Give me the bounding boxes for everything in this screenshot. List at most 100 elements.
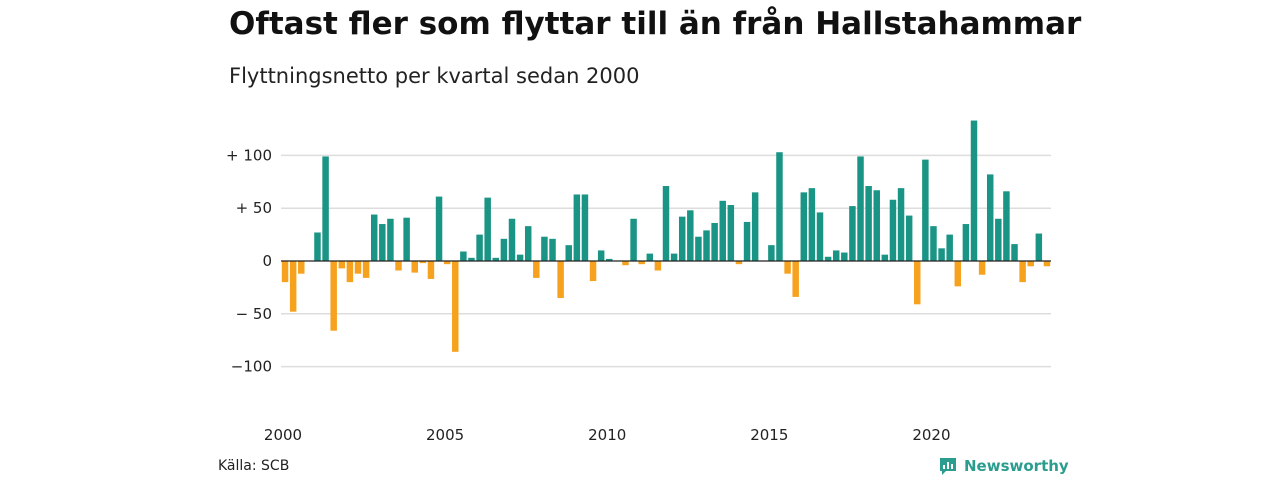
bar <box>816 212 824 261</box>
bar <box>784 261 791 274</box>
bar <box>970 120 978 261</box>
bar <box>484 197 491 261</box>
bar <box>638 261 645 265</box>
bar <box>630 218 637 261</box>
bar <box>832 250 840 261</box>
bar <box>557 261 564 298</box>
bar <box>330 261 337 331</box>
bar <box>662 186 670 261</box>
y-tick-label: −100 <box>231 358 272 376</box>
bar <box>403 217 410 261</box>
bar <box>687 210 694 261</box>
bar <box>597 250 605 261</box>
bar <box>541 236 548 261</box>
bar <box>1019 261 1026 283</box>
bar <box>865 186 872 261</box>
bar <box>646 253 654 261</box>
bar <box>1043 261 1051 267</box>
bar <box>460 251 467 261</box>
bar <box>362 261 370 278</box>
bar <box>573 194 581 261</box>
bar <box>468 257 475 261</box>
bar <box>727 205 735 261</box>
bar <box>711 222 718 261</box>
bar <box>338 261 346 269</box>
bar <box>322 156 329 261</box>
bar <box>905 215 913 261</box>
brand-name: Newsworthy <box>964 457 1069 475</box>
bar <box>452 261 459 352</box>
bar <box>751 192 759 261</box>
bar <box>824 256 832 261</box>
bar <box>549 238 556 261</box>
bar <box>387 218 394 261</box>
bar <box>379 224 386 261</box>
bar <box>298 261 305 274</box>
bar <box>443 261 451 265</box>
y-tick-label: 0 <box>262 252 272 270</box>
bar <box>654 261 662 271</box>
bar <box>622 261 629 266</box>
bar <box>516 254 524 261</box>
x-tick-label: 2010 <box>588 426 626 444</box>
bar <box>922 159 929 261</box>
bar <box>1003 191 1010 261</box>
bars <box>281 120 1051 352</box>
bar <box>314 232 321 261</box>
bar <box>841 252 848 261</box>
bar <box>695 236 702 261</box>
bar <box>565 245 572 261</box>
bar <box>1011 244 1018 261</box>
bar <box>289 261 297 312</box>
bar <box>743 221 751 261</box>
x-axis-ticks: 2000 2005 2010 2015 2020 <box>264 426 951 444</box>
bar <box>419 261 427 264</box>
bar <box>881 254 889 261</box>
bar <box>914 261 921 305</box>
bar <box>735 261 743 265</box>
bar <box>524 226 532 261</box>
x-tick-label: 2015 <box>750 426 788 444</box>
bar <box>346 261 354 283</box>
x-tick-label: 2000 <box>264 426 302 444</box>
bar <box>792 261 799 297</box>
bar <box>978 261 986 275</box>
y-tick-label: − 50 <box>236 305 272 323</box>
bar <box>589 261 597 282</box>
x-tick-label: 2020 <box>912 426 950 444</box>
bar <box>889 199 897 261</box>
bar <box>962 224 970 261</box>
chart-title: Oftast fler som flyttar till än från Hal… <box>229 6 1082 42</box>
bar <box>800 192 808 261</box>
bar <box>508 218 516 261</box>
bar <box>938 248 945 261</box>
bar <box>849 206 856 261</box>
bar <box>427 261 435 279</box>
x-tick-label: 2005 <box>426 426 464 444</box>
bar <box>395 261 402 271</box>
bar <box>435 196 443 261</box>
bar <box>581 194 589 261</box>
bar <box>1035 233 1043 261</box>
bar <box>873 190 880 261</box>
bar <box>986 174 994 261</box>
bar <box>776 152 783 261</box>
chart-subtitle: Flyttningsnetto per kvartal sedan 2000 <box>229 64 640 88</box>
bar <box>930 226 937 261</box>
bar <box>857 156 864 261</box>
bar <box>492 257 500 261</box>
bar <box>500 238 508 261</box>
bar <box>954 261 962 287</box>
bar <box>281 261 289 283</box>
bar <box>670 253 678 261</box>
newsworthy-logo: Newsworthy <box>938 456 1069 476</box>
bar <box>476 234 483 261</box>
bar <box>995 218 1002 261</box>
bar <box>370 214 378 261</box>
bar <box>946 234 953 261</box>
y-tick-label: + 100 <box>226 146 272 164</box>
brand-icon <box>940 458 956 475</box>
bar <box>897 188 905 261</box>
bar <box>533 261 540 278</box>
